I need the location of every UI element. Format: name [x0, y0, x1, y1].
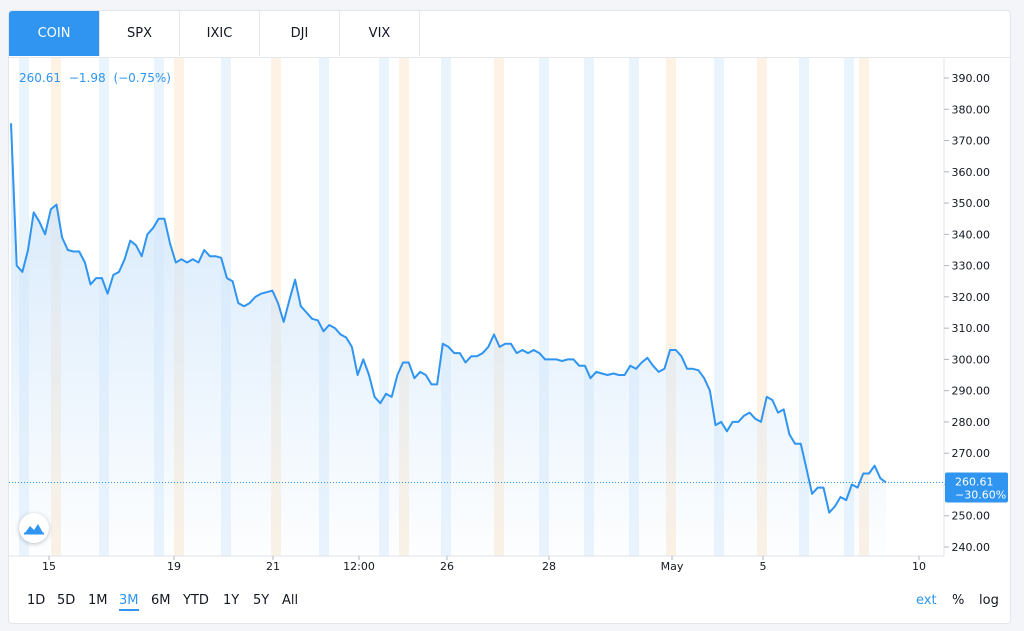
- range-3m[interactable]: 3M: [119, 593, 139, 611]
- session-band-20: [859, 58, 869, 556]
- price-tag-percent: −30.60%: [955, 489, 1006, 502]
- session-band-9: [399, 58, 409, 556]
- y-tick-label-10: 290.00: [952, 385, 991, 398]
- x-tick-label-2: 21: [266, 560, 280, 573]
- y-tick-label-7: 320.00: [952, 291, 991, 304]
- x-tick-label-0: 15: [42, 560, 56, 573]
- price-tag-box: [945, 472, 1008, 503]
- range-bar: 1D 5D 1M 3M 6M YTD 1Y 5Y All ext% log: [9, 587, 1010, 617]
- session-band-14: [629, 58, 639, 556]
- y-tick-label-15: 240.00: [952, 541, 991, 554]
- x-tick-label-4: 26: [440, 560, 454, 573]
- y-tick-label-14: 250.00: [952, 510, 991, 523]
- session-band-13: [584, 58, 594, 556]
- tab-dji[interactable]: DJI: [260, 11, 340, 56]
- y-tick-label-4: 350.00: [952, 197, 991, 210]
- log-toggle[interactable]: log: [979, 593, 999, 608]
- y-tick-label-12: 270.00: [952, 447, 991, 460]
- session-band-12: [539, 58, 549, 556]
- session-band-8: [379, 58, 389, 556]
- y-tick-label-0: 390.00: [952, 72, 991, 85]
- range-1d[interactable]: 1D: [27, 593, 46, 608]
- symbol-tabs: COIN SPX IXIC DJI VIX: [9, 11, 1010, 58]
- range-1m[interactable]: 1M: [88, 593, 108, 608]
- session-band-15: [666, 58, 676, 556]
- ext-toggle[interactable]: ext: [916, 593, 937, 608]
- tab-vix[interactable]: VIX: [340, 11, 420, 56]
- session-band-18: [799, 58, 809, 556]
- tab-coin[interactable]: COIN: [9, 11, 100, 56]
- tradingview-cloud-icon[interactable]: [19, 513, 49, 543]
- price-tag-value: 260.61: [955, 476, 994, 489]
- y-tick-label-1: 380.00: [952, 103, 991, 116]
- percent-toggle[interactable]: %: [952, 593, 965, 608]
- y-tick-label-11: 280.00: [952, 416, 991, 429]
- range-ytd[interactable]: YTD: [183, 593, 209, 608]
- session-band-17: [757, 58, 767, 556]
- x-tick-label-3: 12:00: [343, 560, 375, 573]
- session-band-11: [494, 58, 504, 556]
- range-5y[interactable]: 5Y: [253, 593, 270, 608]
- y-tick-label-3: 360.00: [952, 166, 991, 179]
- y-tick-label-9: 300.00: [952, 353, 991, 366]
- price-chart[interactable]: 390.00 380.00 370.00 360.00 350.00 340.00 330.…: [9, 11, 1010, 623]
- legend-price: 260.61: [19, 71, 61, 85]
- x-tick-label-5: 28: [542, 560, 556, 573]
- x-tick-label-7: 5: [760, 560, 767, 573]
- price-line: [10, 123, 887, 514]
- range-5d[interactable]: 5D: [57, 593, 76, 608]
- range-6m[interactable]: 6M: [151, 593, 171, 608]
- price-area: [11, 123, 886, 557]
- range-all[interactable]: All: [282, 593, 299, 608]
- session-band-10: [441, 58, 451, 556]
- session-band-16: [714, 58, 724, 556]
- y-tick-label-6: 330.00: [952, 260, 991, 273]
- y-tick-label-8: 310.00: [952, 322, 991, 335]
- range-1y[interactable]: 1Y: [223, 593, 240, 608]
- tab-spx[interactable]: SPX: [100, 11, 180, 56]
- legend-change: −1.98: [68, 71, 106, 85]
- y-tick-label-2: 370.00: [952, 135, 991, 148]
- x-tick-label-8: 10: [912, 560, 926, 573]
- session-band-19: [844, 58, 854, 556]
- chart-widget: COIN SPX IXIC DJI VIX 390.00 380.00 370.00 360.…: [8, 10, 1011, 624]
- session-band-7: [319, 58, 329, 556]
- y-tick-label-5: 340.00: [952, 228, 991, 241]
- price-legend: 260.61 −1.98 (−0.75%): [19, 71, 175, 85]
- legend-percent: (−0.75%): [113, 71, 171, 85]
- x-tick-label-6: May: [661, 560, 684, 573]
- x-tick-label-1: 19: [167, 560, 181, 573]
- tab-ixic[interactable]: IXIC: [180, 11, 260, 56]
